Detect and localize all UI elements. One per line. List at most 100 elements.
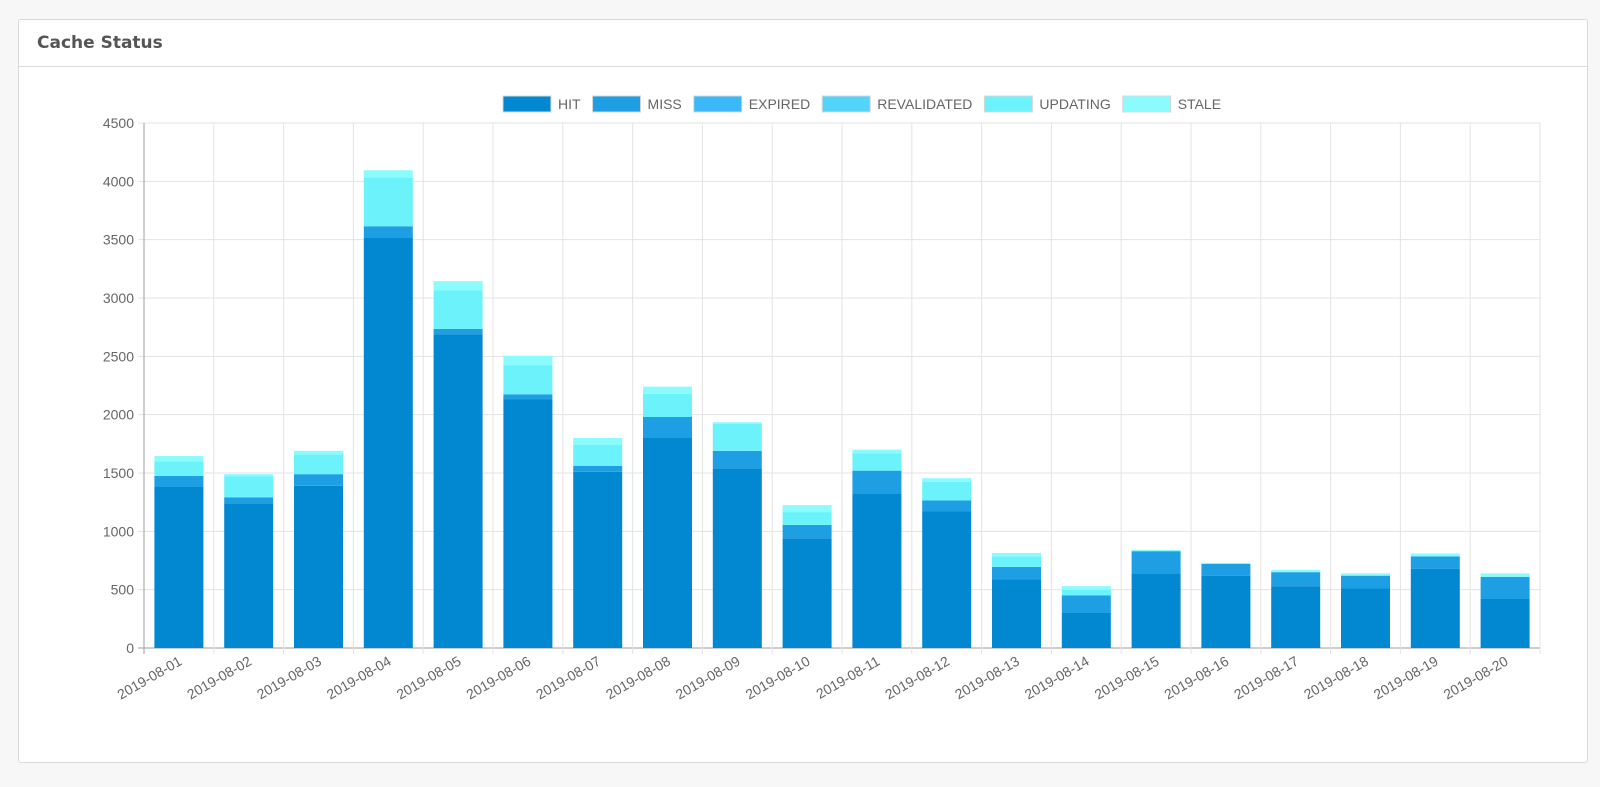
bar-hit-2019-08-19[interactable]: [1410, 568, 1460, 648]
bar-updating-2019-08-01[interactable]: [154, 461, 204, 476]
bar-updating-2019-08-06[interactable]: [503, 365, 553, 395]
legend-item-miss[interactable]: MISS: [592, 95, 682, 113]
legend-label: MISS: [648, 96, 682, 112]
bar-hit-2019-08-11[interactable]: [852, 494, 902, 648]
legend-item-stale[interactable]: STALE: [1122, 95, 1221, 113]
bar-updating-2019-08-07[interactable]: [573, 445, 623, 466]
bar-hit-2019-08-04[interactable]: [363, 237, 413, 649]
bar-miss-2019-08-20[interactable]: [1480, 576, 1530, 599]
bar-miss-2019-08-02[interactable]: [224, 497, 274, 504]
x-tick-label: 2019-08-09: [673, 653, 743, 703]
legend-item-hit[interactable]: HIT: [502, 95, 581, 113]
bar-stale-2019-08-16[interactable]: [1201, 562, 1251, 564]
bar-miss-2019-08-10[interactable]: [782, 524, 832, 539]
bar-stale-2019-08-05[interactable]: [433, 281, 483, 291]
bar-stale-2019-08-01[interactable]: [154, 456, 204, 462]
bar-stale-2019-08-17[interactable]: [1271, 569, 1321, 573]
bar-miss-2019-08-15[interactable]: [1131, 551, 1181, 574]
bar-stale-2019-08-04[interactable]: [363, 170, 413, 178]
x-tick-label: 2019-08-16: [1161, 653, 1231, 703]
bar-updating-2019-08-05[interactable]: [433, 290, 483, 329]
bar-stale-2019-08-15[interactable]: [1131, 550, 1181, 552]
bar-hit-2019-08-06[interactable]: [503, 399, 553, 649]
y-tick-label: 1000: [103, 523, 134, 539]
bar-miss-2019-08-04[interactable]: [363, 226, 413, 238]
bar-updating-2019-08-14[interactable]: [1061, 589, 1111, 596]
chart-grid: [138, 122, 1541, 654]
bar-hit-2019-08-13[interactable]: [992, 579, 1041, 648]
bar-stale-2019-08-02[interactable]: [224, 474, 274, 477]
bar-hit-2019-08-08[interactable]: [643, 438, 692, 648]
bar-stale-2019-08-07[interactable]: [573, 438, 623, 445]
x-tick-label: 2019-08-03: [254, 653, 324, 703]
bar-miss-2019-08-05[interactable]: [433, 328, 483, 335]
bar-stale-2019-08-12[interactable]: [922, 478, 972, 482]
bar-stale-2019-08-09[interactable]: [712, 422, 762, 424]
x-tick-label: 2019-08-01: [114, 653, 184, 703]
bar-updating-2019-08-09[interactable]: [712, 424, 762, 451]
bar-hit-2019-08-03[interactable]: [294, 485, 343, 648]
bar-hit-2019-08-12[interactable]: [922, 511, 972, 649]
bar-updating-2019-08-02[interactable]: [224, 476, 274, 498]
bar-stale-2019-08-20[interactable]: [1480, 573, 1530, 577]
bar-hit-2019-08-18[interactable]: [1341, 588, 1390, 649]
y-tick-label: 3000: [103, 290, 134, 306]
bar-hit-2019-08-20[interactable]: [1480, 599, 1530, 648]
bar-stale-2019-08-14[interactable]: [1061, 586, 1111, 590]
bar-hit-2019-08-05[interactable]: [433, 334, 483, 648]
bar-stale-2019-08-06[interactable]: [503, 355, 553, 366]
bar-miss-2019-08-01[interactable]: [154, 475, 204, 487]
bar-miss-2019-08-08[interactable]: [643, 417, 692, 438]
bar-stale-2019-08-11[interactable]: [852, 449, 902, 454]
bar-updating-2019-08-04[interactable]: [363, 177, 413, 227]
x-tick-label: 2019-08-18: [1301, 653, 1371, 703]
bar-updating-2019-08-11[interactable]: [852, 453, 902, 471]
x-tick-label: 2019-08-05: [394, 653, 464, 703]
bar-stale-2019-08-13[interactable]: [992, 552, 1041, 557]
bar-miss-2019-08-12[interactable]: [922, 500, 972, 512]
bar-miss-2019-08-19[interactable]: [1410, 556, 1460, 569]
x-tick-label: 2019-08-08: [603, 653, 673, 703]
bar-miss-2019-08-14[interactable]: [1061, 595, 1111, 614]
bar-hit-2019-08-14[interactable]: [1061, 613, 1111, 648]
x-tick-label: 2019-08-20: [1441, 653, 1511, 703]
chart-legend[interactable]: HIT MISS EXPIRED REVALIDATED UPDATING STALE: [502, 95, 1221, 113]
bar-stale-2019-08-18[interactable]: [1341, 573, 1390, 576]
bar-updating-2019-08-08[interactable]: [643, 393, 692, 417]
y-tick-label: 1500: [103, 465, 134, 481]
x-tick-label: 2019-08-02: [184, 653, 254, 703]
bar-hit-2019-08-15[interactable]: [1131, 573, 1181, 648]
bar-miss-2019-08-06[interactable]: [503, 394, 553, 400]
legend-item-updating[interactable]: UPDATING: [983, 95, 1111, 113]
legend-item-revalidated[interactable]: REVALIDATED: [821, 95, 972, 113]
y-tick-label: 500: [111, 582, 135, 598]
bar-miss-2019-08-07[interactable]: [573, 466, 623, 472]
x-tick-label: 2019-08-11: [813, 653, 882, 702]
bar-stale-2019-08-03[interactable]: [294, 450, 343, 455]
bar-miss-2019-08-13[interactable]: [992, 566, 1041, 580]
bar-updating-2019-08-12[interactable]: [922, 481, 972, 501]
bar-stale-2019-08-10[interactable]: [782, 505, 832, 513]
bar-hit-2019-08-17[interactable]: [1271, 586, 1321, 648]
legend-item-expired[interactable]: EXPIRED: [693, 95, 810, 113]
bar-hit-2019-08-16[interactable]: [1201, 575, 1251, 648]
bar-hit-2019-08-09[interactable]: [712, 468, 762, 648]
bar-hit-2019-08-10[interactable]: [782, 538, 832, 648]
bar-miss-2019-08-18[interactable]: [1341, 575, 1390, 589]
bar-miss-2019-08-03[interactable]: [294, 474, 343, 486]
legend-swatch: [592, 95, 642, 113]
bar-hit-2019-08-01[interactable]: [154, 487, 204, 648]
y-tick-label: 4000: [103, 173, 134, 189]
bar-miss-2019-08-11[interactable]: [852, 470, 902, 494]
bar-miss-2019-08-09[interactable]: [712, 450, 762, 469]
bar-hit-2019-08-07[interactable]: [573, 471, 623, 648]
bar-miss-2019-08-17[interactable]: [1271, 572, 1321, 587]
x-tick-label: 2019-08-19: [1371, 653, 1441, 703]
bar-stale-2019-08-08[interactable]: [643, 386, 692, 394]
bar-updating-2019-08-10[interactable]: [782, 512, 832, 525]
bar-updating-2019-08-13[interactable]: [992, 556, 1041, 567]
bar-updating-2019-08-03[interactable]: [294, 454, 343, 475]
bar-stale-2019-08-19[interactable]: [1410, 553, 1460, 557]
bar-miss-2019-08-16[interactable]: [1201, 564, 1251, 576]
bar-hit-2019-08-02[interactable]: [224, 503, 274, 648]
